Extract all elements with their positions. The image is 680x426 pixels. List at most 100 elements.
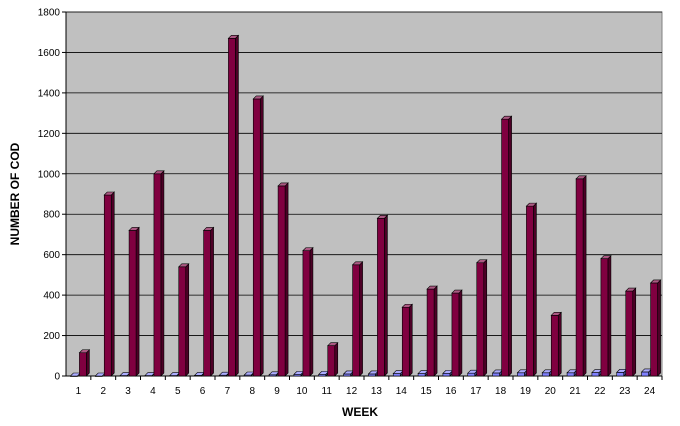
bar-series-2-week-23	[625, 287, 637, 377]
bar-series-2-week-17-side	[483, 259, 488, 377]
bar-series-2-week-6-front	[203, 230, 211, 377]
bar-series-1-week-23-front	[616, 372, 625, 377]
x-tick-label: 3	[125, 386, 131, 397]
x-tick-labels: 1 2 3 4 5 6 7 8 9 10 11 12 13 14 15 16 17 18 19 20 21 22 23 24	[76, 376, 663, 397]
bar-series-1-week-19-front	[517, 372, 525, 377]
bar-series-2-week-9	[277, 182, 289, 377]
y-tick-label: 1000	[38, 169, 61, 180]
bar-series-2-week-22	[600, 254, 612, 377]
x-tick-label: 6	[200, 386, 206, 397]
bar-series-2-week-6	[202, 226, 215, 377]
x-tick-label: 17	[470, 386, 482, 397]
bar-series-2-week-16-top	[451, 289, 463, 294]
bar-series-2-week-6-top	[202, 227, 215, 231]
x-tick-label: 13	[371, 386, 383, 397]
bar-series-2-week-17	[476, 259, 488, 377]
x-tick-label: 7	[225, 386, 231, 397]
bar-series-2-week-4-side	[160, 170, 165, 377]
bar-series-1-week-21-front	[566, 372, 575, 377]
bar-series-2-week-10-front	[302, 250, 311, 377]
bar-series-2-week-9-front	[277, 185, 286, 377]
bar-series-2-week-24-top	[649, 279, 662, 284]
x-tick-label: 1	[76, 386, 82, 397]
bar-series-2-week-14-top	[401, 303, 413, 308]
x-tick-label: 16	[445, 386, 457, 397]
bar-series-2-week-15-front	[426, 288, 435, 377]
bar-series-2-week-10-top	[302, 247, 314, 251]
bar-series-2-week-23-top	[625, 287, 637, 292]
bar-series-1-week-18-front	[492, 372, 500, 377]
bar-series-2-week-6-side	[210, 226, 214, 377]
bar-series-2-week-14	[401, 303, 413, 377]
bar-series-2-week-8	[252, 95, 264, 377]
y-tick-label: 1800	[38, 8, 61, 19]
bar-series-2-week-10	[302, 246, 314, 377]
bar-series-2-week-12-front	[352, 264, 360, 377]
bar-series-2-week-11-side	[334, 341, 339, 377]
bar-series-2-week-3-side	[135, 226, 140, 377]
bar-series-2-week-15-top	[426, 285, 438, 290]
bar-series-2-week-20-top	[550, 312, 562, 316]
bar-series-2-week-13	[376, 214, 389, 377]
bar-series-2-week-3-front	[128, 230, 137, 377]
bar-series-2-week-4	[153, 170, 165, 377]
bar-series-2-week-7	[227, 34, 240, 377]
bar-series-2-week-13-top	[376, 214, 389, 219]
bar-series-2-week-12-side	[359, 261, 363, 377]
y-tick-labels: 0 200 400 600 800 1000 1200 1400 1600 1800	[38, 8, 66, 383]
bar-series-2-week-11-front	[327, 345, 336, 377]
bar-series-2-week-4-front	[153, 173, 162, 377]
bar-series-2-week-14-front	[401, 306, 410, 377]
x-axis-title: WEEK	[342, 405, 378, 419]
y-tick-label: 800	[43, 210, 60, 221]
bar-series-2-week-19-top	[525, 202, 538, 207]
bar-series-2-week-23-side	[632, 287, 637, 377]
bar-series-2-week-20	[550, 311, 562, 377]
x-tick-label: 10	[296, 386, 308, 397]
y-tick-label: 600	[43, 250, 60, 261]
bar-series-2-week-17-front	[476, 262, 485, 377]
bar-series-2-week-13-side	[384, 214, 388, 377]
bar-series-1-week-14-front	[392, 373, 401, 377]
bar-series-1-week-20-front	[541, 372, 550, 377]
bar-series-2-week-21-front	[575, 178, 584, 377]
bar-series-2-week-7-front	[228, 37, 236, 377]
bar-series-2-week-11-top	[327, 342, 339, 346]
y-tick-label: 200	[43, 331, 60, 342]
bar-series-2-week-3-top	[128, 227, 140, 231]
bar-series-2-week-5	[178, 263, 190, 377]
x-tick-label: 11	[322, 386, 333, 397]
bar-series-2-week-19	[525, 202, 538, 377]
bar-series-2-week-13-front	[377, 217, 385, 377]
bar-series-1-week-17-front	[467, 372, 476, 377]
y-axis-title: NUMBER OF COD	[8, 142, 22, 245]
y-tick-label: 1200	[38, 129, 61, 140]
bar-series-1-week-12-front	[343, 373, 351, 377]
bar-series-2-week-2-front	[103, 194, 112, 377]
bar-series-1-week-15-front	[417, 373, 426, 377]
bar-series-2-week-7-top	[227, 34, 240, 39]
bar-series-1-week-13-front	[368, 373, 376, 377]
bar-series-2-week-18	[500, 115, 513, 377]
bar-series-2-week-2-top	[103, 191, 115, 196]
gridlines	[66, 11, 662, 336]
bar-series-2-week-24	[649, 279, 662, 377]
x-tick-label: 24	[644, 386, 656, 397]
x-tick-label: 23	[619, 386, 631, 397]
bar-series-2-week-1	[78, 349, 91, 377]
bar-series-2-week-11	[327, 341, 339, 377]
bar-series-2-week-18-side	[508, 115, 512, 377]
bar-series-2-week-4-top	[153, 170, 165, 175]
x-tick-label: 18	[495, 386, 507, 397]
x-tick-label: 2	[100, 386, 106, 397]
bar-series-1-week-17	[467, 369, 479, 377]
x-tick-label: 8	[249, 386, 255, 397]
bar-series-2-week-19-side	[533, 202, 537, 377]
bar-series-2-week-3	[128, 226, 140, 377]
plot-area	[65, 11, 663, 377]
bar-series-1-week-24-front	[641, 371, 649, 377]
bar-series-2-week-2-side	[110, 191, 115, 377]
bar-series-2-week-8-front	[252, 98, 261, 377]
